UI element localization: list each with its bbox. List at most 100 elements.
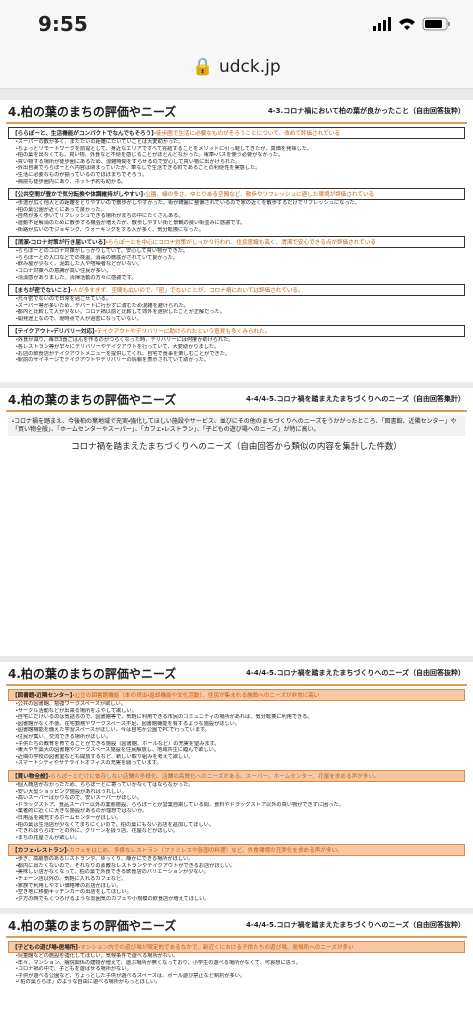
item: ・ららぽーとの入口などでの検温、消毒の徹底がされていて良かった。	[16, 254, 179, 261]
item: ・図書館機能を備えた学習スペースがほしい。今は自宅か公園でPCで行っています。	[16, 727, 210, 734]
item: ・都内に出たくないので、それなりの素敵なレストランやテイクアウトができるお店がほ…	[16, 862, 236, 869]
section: 【図書館・近隣センター】・公立の図書館機能（本の貸出・返却機能や文化活動）、住民…	[8, 689, 465, 767]
item: ・お店の飲食店がテイクアウトメニューを提供してくれ、自宅で食事を楽しむことができ…	[16, 350, 231, 357]
item: ・美味しい店がなくなって、柏の葉で外食できる飲食店のバリエーションが少ない。	[16, 869, 209, 876]
item: ・生活に必要なものが揃っているのでほぼまちでそろう。	[16, 171, 147, 178]
item: ・自然が多く歩いてリフレッシュできる場所がまちの中にたくさんある。	[16, 213, 184, 220]
section-label: 【テイクアウト・デリバリー対応】	[12, 329, 95, 336]
item: ・家族で利用しやすい価格帯のお店がほしい。	[16, 882, 122, 889]
item: ・空き地に移動キッチンカーの出店をしてほしい。	[16, 889, 132, 896]
section-heading: 【ららぽーと、生活機能がコンパクトでなんでもそろう】・徒歩圏で生活に必要なものが…	[8, 127, 465, 139]
url[interactable]: 🔒 udck.jp	[0, 57, 473, 77]
item: ・スーパー等が多いため、デパートに行かずに済むため混雑を避けられた。	[16, 302, 189, 309]
item: ・図書館がなく不便。在宅勤務やワークスペース不足、図書館機能を有するような施設が…	[16, 720, 241, 727]
section-heading: 【まちが密でないこと】・人が多すぎず、空間も広いので、「密」でないことが、コロナ…	[8, 284, 465, 297]
item: ・各レストラン等が早々にデリバリーやテイクアウトを行っていて、大変助かりました。	[16, 344, 220, 351]
slide-subtitle: 4-3.コロナ禍において柏の葉が良かったこと（自由回答抜粋）	[267, 107, 465, 115]
section-label: 【図書館・近隣センター】	[12, 693, 73, 699]
item: ・サークル活動などが出来る場所をふやして欲しい。	[16, 707, 137, 714]
item: ・東大や千葉大の図書館やワークスペース施設を住民解放し、地域共生に臨んで欲しい。	[16, 747, 220, 754]
address-bar[interactable]: 🔒 udck.jp	[0, 48, 473, 89]
item: ・子供が遊べる公園など、ちょっとした子供が遊べるスペースは、ボール遊び禁止など制…	[16, 972, 246, 979]
section-note: ・テイクアウトやデリバリーに助けられたという意見も多くみられた。	[94, 329, 271, 336]
section: 【買い物全般】・ららぽーとだけに依存しない店舗の多様化、店舗の高質化へのニーズが…	[8, 769, 465, 841]
section: 【公共空間が豊かで気分転換や体調維持がしやすい】・公園、緑の多さ、ゆとりある空間…	[8, 188, 465, 233]
section-label: 【まちが密でないこと】	[12, 288, 71, 295]
lock-icon: 🔒	[192, 57, 219, 77]
slide-title: 4.柏の葉のまちの評価やニーズ	[8, 667, 177, 681]
item: ・自宅にだけいるのは気詰るので、図書館等で、気軽に利用できる市民のコミュニティの…	[16, 714, 313, 721]
item: ・近隣の学校の図書室なども開放するなど、新しい取り組みを考えて欲しい。	[16, 753, 194, 760]
section: 【カフェ・レストラン】・カフェをはじめ、多様なレストラン（ファミレスや各国の料理…	[8, 844, 465, 902]
section: 【まちが密でないこと】・人が多すぎず、空間も広いので、「密」でないことが、コロナ…	[8, 284, 465, 322]
item: ・運動不足解消のために散歩する機会が増えたが、散歩しやすい街と景観の良い街並みに…	[16, 219, 246, 226]
section-heading: 【カフェ・レストラン】・カフェをはじめ、多様なレストラン（ファミレスや各国の料理…	[8, 844, 465, 857]
slide: 4.柏の葉のまちの評価やニーズ 4-4/4-5.コロナ禍を踏まえたまちづくりへのニ…	[0, 914, 473, 1024]
item: ・夕方の時でもくつろげるような雰囲気のカフェや小規模の飲食店が増えてほしい。	[16, 895, 210, 902]
item: ・スーパーの数が多く、またたいの距離にたいていことは大変助かった。	[16, 139, 184, 145]
item: ・コロナ禍の中で、子どもを遊ばせる場所がない。	[16, 966, 132, 973]
item: ・清潔感がありました。清掃活動の方々に感謝です。	[16, 274, 137, 281]
section-note: ・マンション内での遊び場が限定的であるなかで、新近くにおける子供たちの遊び場、居…	[78, 945, 354, 951]
slide: 4.柏の葉のまちの評価やニーズ 4-4/4-5.コロナ禍を踏まえたまちづくりへのニ…	[0, 662, 473, 908]
section-heading: 【公共空間が豊かで気分転換や体調維持がしやすい】・公園、緑の多さ、ゆとりある空間…	[8, 188, 465, 201]
slide-subtitle: 4-4/4-5.コロナ禍を踏まえたまちづくりへのニーズ（自由回答集計）	[246, 395, 465, 403]
item: ・外食が減り、毎日3食ごはんを作るのがつらくなった時、デリバリーには何度か助けら…	[16, 337, 234, 344]
item: ・「柏の葉ららぽ」のような自由に遊べる場所がもっとほしい。	[16, 979, 161, 986]
slide-header: 4.柏の葉のまちの評価やニーズ 4-4/4-5.コロナ禍を踏まえたまちづくりへのニ…	[6, 388, 467, 412]
item: ・都内と比較して人が少ない。コロナ禍以前と比較して郊外を選択したことが正解だった…	[16, 309, 225, 316]
section-note: ・公園、緑の多さ、ゆとりある空間など、散歩やリフレッシュに適した環境が評価されて…	[143, 192, 375, 199]
item: ・個人商店がなかったため、ららぽーとに寄っていかなくてはならなかった。	[16, 781, 194, 788]
slide-header: 4.柏の葉のまちの評価やニーズ 4-4/4-5.コロナ禍を踏まえたまちづくりへのニ…	[6, 662, 467, 686]
section-heading: 【図書館・近隣センター】・公立の図書館機能（本の貸出・返却機能や文化活動）、住民…	[8, 689, 465, 701]
section-note: ・徒歩圏で生活に必要なものがそろうことについて、改めて評価されている	[154, 131, 340, 137]
section-note: ・人が多すぎず、空間も広いので、「密」でないことが、コロナ禍においては評価されて…	[70, 288, 304, 295]
status-icons	[373, 17, 450, 31]
slide-title: 4.柏の葉のまちの評価やニーズ	[8, 393, 177, 407]
item: ・ららぽーとのコロナ対策がしっかりしていて、安心して買い物ができた。	[16, 248, 189, 255]
item: ・飲み屋が少なく、泥酔した人や喧噪者などがいない。	[16, 261, 143, 268]
section-note: ・ららぽーとだけに依存しない店舗の多様化、店舗の高質化へのニーズがある。スーパー…	[48, 773, 380, 780]
item: ・元々密でないので日常を過ごせている。	[16, 296, 112, 303]
item: ・買い物する場所が徒歩圏にあるため、混雑時間をずらせるので安心して買い物に出かけ…	[16, 158, 241, 165]
item: ・児童館などの施設を強化してほしい。気候条件で遊べる場所がない。	[16, 953, 179, 959]
section-heading: 【子どもの遊び場・居場所】・マンション内での遊び場が限定的であるなかで、新近くに…	[8, 941, 465, 953]
section: 【子どもの遊び場・居場所】・マンション内での遊び場が限定的であるなかで、新近くに…	[8, 941, 465, 986]
item: ・年々、マンション、病院関係の建物が増えて、遊ぶ場所が無くなっており、小学生の遊…	[16, 959, 301, 966]
item: ・外出自粛でららぽーとへ内容は閉まっていたが、車なしで生活できる町であることの利…	[16, 165, 261, 172]
slide-header: 4.柏の葉のまちの評価やニーズ 4-3.コロナ禍において柏の葉が良かったこと（自由…	[6, 100, 467, 124]
section-label: 【清潔・コロナ対策が行き届いている】	[12, 240, 107, 247]
item: ・ちょっとリモートワークを前提として、身近なエリアですべて完結することをメリット…	[16, 145, 313, 152]
item: ・開発途上なので、現時点で人が過密になっていない。	[16, 315, 142, 322]
section-note: ・ららぽーとを中心にコロナ対策がしっかり行われ、住民意識も高く、清潔で安心できる…	[106, 240, 376, 247]
item: ・安い大型ショッピング施設があればうれしい。	[16, 788, 127, 795]
section: 【ららぽーと、生活機能がコンパクトでなんでもそろう】・徒歩圏で生活に必要なものが…	[8, 127, 465, 185]
chart-title: コロナ禍を踏まえたまちづくりへのニーズ（自由回答から類似の内容を集計した件数）	[71, 442, 402, 452]
item: ・歩道が広く他人との距離をとりやすいので散歩がしやすかった。街が綺麗に整備されて…	[16, 200, 360, 207]
item: ・公共の図書館、勉強ワークスペースが欲しい。	[16, 701, 126, 707]
item: ・柏の葉は生活店が少なくてまちにくいので、柏の葉にもないお店を追加してほしい。	[16, 821, 215, 828]
section-note: ・カフェをはじめ、多様なレストラン（ファミレスや各国の料理）など、外食環境の充実…	[67, 848, 343, 855]
item: ・日用品を補充するホームセンターがほしい。	[16, 814, 122, 821]
item: ・歩ぎ、高級感のあるレストランや、ゆっくり、静かにできる場所がほしい。	[16, 856, 194, 863]
section-heading: 【買い物全般】・ららぽーとだけに依存しない店舗の多様化、店舗の高質化へのニーズが…	[8, 769, 465, 782]
slide-subtitle: 4-4/4-5.コロナ禍を踏まえたまちづくりへのニーズ（自由回答抜粋）	[246, 669, 465, 677]
slide: 4.柏の葉のまちの評価やニーズ 4-3.コロナ禍において柏の葉が良かったこと（自由…	[0, 100, 473, 382]
status-bar: 9:55	[0, 0, 473, 48]
section-label: 【カフェ・レストラン】	[12, 848, 68, 855]
section: 【清潔・コロナ対策が行き届いている】・ららぽーとを中心にコロナ対策がしっかり行わ…	[8, 236, 465, 281]
item: ・スマートシティやサテライトオフィスの充実を願っています。	[16, 760, 162, 767]
item: ・子供たちの教育を育てることができる施設（図書館、ホールなど）の充実を望みます。	[16, 740, 220, 747]
item: ・コロナ対策への意識が高い住民が多い。	[16, 267, 112, 274]
item: ・高いスーパーばかりなので、安いスーパーがほしい。	[16, 795, 143, 802]
item: ・まちの花屋さんが欲しい。	[16, 834, 81, 841]
slide-header: 4.柏の葉のまちの評価やニーズ 4-4/4-5.コロナ禍を踏まえたまちづくりへのニ…	[6, 914, 467, 938]
section-label: 【ららぽーと、生活機能がコンパクトでなんでもそろう】	[12, 131, 155, 137]
slide: 4.柏の葉のまちの評価やニーズ 4-4/4-5.コロナ禍を踏まえたまちづくりへのニ…	[0, 388, 473, 656]
section-label: 【買い物全般】	[12, 773, 49, 780]
slide-title: 4.柏の葉のまちの評価やニーズ	[8, 105, 177, 119]
section-label: 【子どもの遊び場・居場所】	[12, 945, 79, 951]
url-text: udck.jp	[218, 57, 281, 77]
slide-title: 4.柏の葉のまちの評価やニーズ	[8, 919, 177, 933]
item: ・できればららぽーとの外に、グリーンを扱う店、花屋などがほしい。	[16, 828, 179, 835]
